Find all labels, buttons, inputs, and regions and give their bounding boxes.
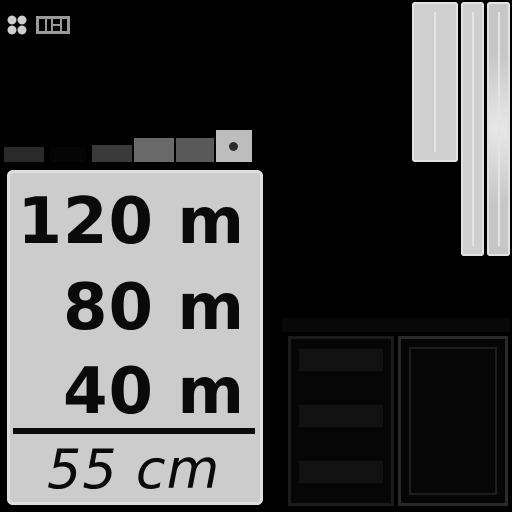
post-groove bbox=[497, 12, 500, 246]
vertical-post-tall bbox=[461, 2, 484, 256]
post-groove bbox=[471, 12, 474, 246]
post-groove bbox=[434, 12, 436, 152]
swatch-tile bbox=[92, 145, 132, 162]
dark-strip bbox=[282, 318, 510, 332]
panel-band bbox=[299, 461, 383, 483]
panel-frame bbox=[409, 347, 497, 495]
distance-40: 40 m bbox=[62, 355, 245, 429]
dot-icon bbox=[229, 142, 238, 151]
panel-band bbox=[299, 349, 383, 371]
distance-sign: 120 m 80 m 40 m 55 cm bbox=[7, 170, 263, 505]
sign-divider bbox=[13, 428, 255, 434]
dark-panel-framed bbox=[398, 336, 508, 506]
swatch-tile bbox=[176, 138, 214, 162]
vertical-post-wide bbox=[412, 2, 458, 162]
swatch-tile bbox=[50, 147, 86, 162]
logo-wordmark-icon bbox=[36, 16, 70, 34]
swatch-tile bbox=[4, 147, 44, 162]
swatch-tile bbox=[134, 138, 174, 162]
dark-panel-banded bbox=[288, 336, 394, 506]
distance-120: 120 m bbox=[17, 185, 245, 259]
distance-80: 80 m bbox=[62, 271, 245, 345]
swatch-tile-with-dot bbox=[216, 130, 252, 162]
vertical-post-tall bbox=[487, 2, 510, 256]
panel-band bbox=[299, 405, 383, 427]
four-circle-emblem-icon bbox=[7, 15, 27, 35]
clearance-value: 55 cm bbox=[47, 438, 221, 501]
